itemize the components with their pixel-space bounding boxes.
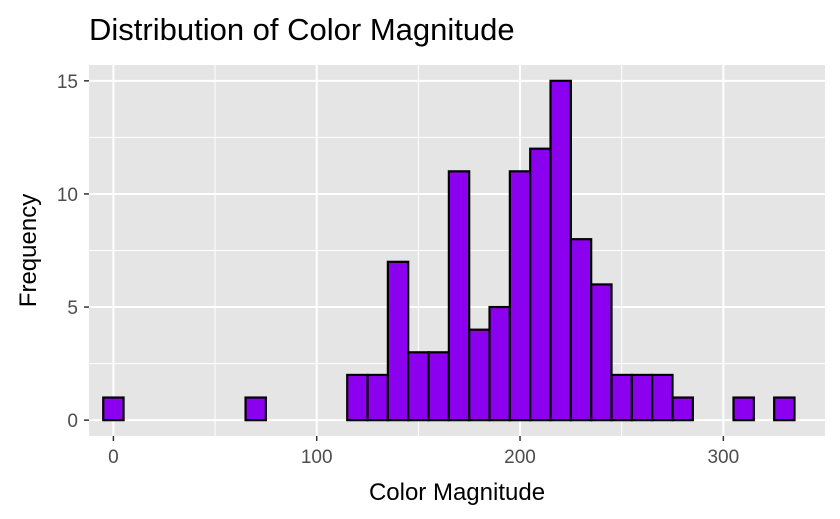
histogram-bar xyxy=(427,351,450,422)
histogram-bar xyxy=(407,351,430,422)
histogram-bar xyxy=(468,328,491,422)
histogram-bar xyxy=(488,305,511,422)
histogram-bar xyxy=(630,373,654,422)
axes: 0 100 200 300 0 5 10 15 xyxy=(57,72,739,468)
histogram-bar xyxy=(102,396,125,422)
histogram-bar xyxy=(651,373,674,422)
histogram-bar xyxy=(671,396,694,422)
histogram-bar xyxy=(610,373,633,422)
histogram-bar xyxy=(590,283,613,422)
histogram-bar xyxy=(508,170,532,422)
y-tick-label: 10 xyxy=(57,185,78,206)
y-tick-label: 0 xyxy=(67,411,78,432)
histogram-bar xyxy=(447,170,471,422)
chart-title: Distribution of Color Magnitude xyxy=(89,12,515,47)
y-axis-title: Frequency xyxy=(15,194,42,307)
x-tick-label: 300 xyxy=(707,447,739,468)
histogram-bar xyxy=(549,79,572,422)
histogram-bar xyxy=(366,373,389,422)
histogram-bar xyxy=(732,396,755,422)
histogram-bar xyxy=(529,147,552,422)
x-tick-label: 0 xyxy=(108,447,119,468)
histogram-bar xyxy=(346,373,369,422)
histogram-bar xyxy=(569,238,593,422)
y-tick-label: 15 xyxy=(57,72,78,93)
histogram-bar xyxy=(244,396,267,422)
x-axis-title: Color Magnitude xyxy=(369,479,545,506)
histogram-bars xyxy=(102,79,796,422)
histogram-bar xyxy=(773,396,796,422)
x-tick-label: 200 xyxy=(504,447,536,468)
histogram-bar xyxy=(386,260,410,422)
x-tick-label: 100 xyxy=(301,447,333,468)
y-tick-label: 5 xyxy=(67,298,78,319)
